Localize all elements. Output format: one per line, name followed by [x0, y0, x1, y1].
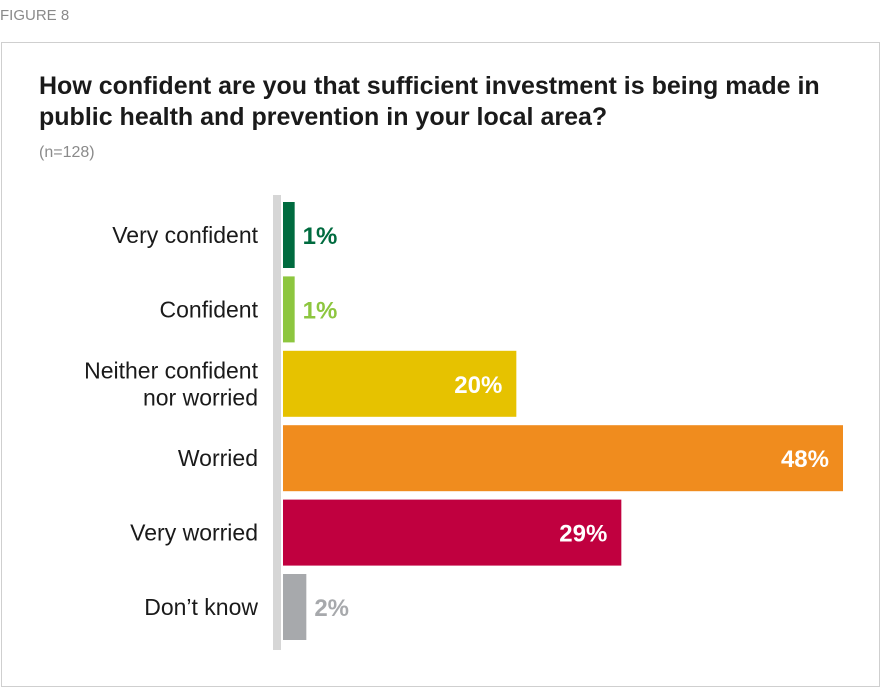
category-label: Worried [178, 445, 258, 471]
value-label: 20% [454, 372, 502, 399]
chart-subtitle: (n=128) [39, 144, 95, 161]
bar [283, 425, 843, 492]
bar [283, 499, 622, 566]
value-label: 48% [781, 446, 829, 473]
value-label: 2% [314, 595, 349, 622]
category-label: Neither confident nor worried [84, 357, 258, 410]
figure-label: FIGURE 8 [0, 7, 70, 24]
category-label: Very confident [112, 222, 258, 248]
value-label: 1% [303, 223, 338, 250]
category-label: Don’t know [144, 594, 258, 620]
value-label: 1% [303, 297, 338, 324]
value-label: 29% [559, 521, 607, 548]
bar [283, 350, 517, 417]
bar [283, 202, 295, 268]
category-label: Very worried [130, 520, 258, 546]
y-axis-line [273, 195, 281, 650]
bar [283, 276, 295, 343]
bar [283, 574, 307, 640]
chart-title: How confident are you that sufficient in… [39, 72, 820, 131]
category-label: Confident [160, 296, 259, 322]
